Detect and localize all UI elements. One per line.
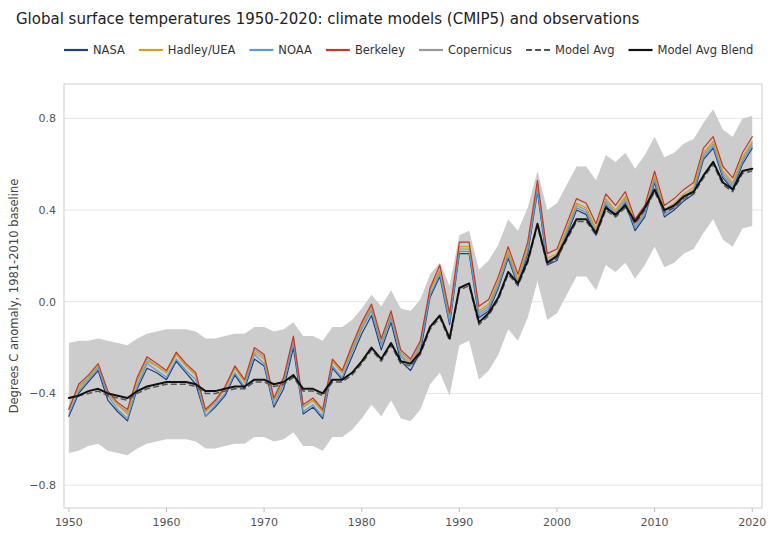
x-tick-label: 2020: [738, 516, 766, 529]
y-axis-label: Degrees C anomaly, 1981-2010 baseline: [7, 179, 21, 414]
x-ticks: 1950 1960 1970 1980 1990 2000 2010 2020: [55, 508, 766, 529]
legend-swatch: [419, 49, 443, 51]
legend-item: Copernicus: [419, 43, 512, 57]
x-tick: [556, 508, 557, 512]
legend-label: Model Avg: [555, 43, 614, 57]
y-tick-label: 0.8: [39, 112, 57, 125]
x-tick: [459, 508, 460, 512]
y-tick-label: 0.0: [39, 296, 57, 309]
x-tick: [654, 508, 655, 512]
legend-swatch: [526, 49, 550, 51]
page: {"chart_data": { "type": "line", "title"…: [0, 0, 780, 548]
x-tick-label: 2010: [641, 516, 669, 529]
x-tick-label: 1990: [445, 516, 473, 529]
y-tick-label: 0.4: [39, 204, 57, 217]
plot-data: [69, 109, 752, 455]
x-tick: [68, 508, 69, 512]
y-ticks: −0.8 −0.4 0.0 0.4 0.8: [29, 112, 56, 492]
legend-item: Model Avg: [526, 43, 614, 57]
plot-frame: [64, 84, 762, 508]
series-line: [69, 137, 752, 410]
legend-item: NASA: [64, 43, 125, 57]
model-range-band: [69, 109, 752, 455]
y-tick-label: −0.8: [29, 479, 56, 492]
legend-label: Model Avg Blend: [658, 43, 754, 57]
x-tick-label: 2000: [543, 516, 571, 529]
title: Global surface temperatures 1950-2020: c…: [16, 10, 639, 28]
legend-swatch: [629, 49, 653, 51]
y-tick-label: −0.4: [29, 387, 56, 400]
legend-item: Hadley/UEA: [139, 43, 236, 57]
legend-label: Copernicus: [448, 43, 512, 57]
legend-label: Hadley/UEA: [168, 43, 236, 57]
legend-label: Berkeley: [355, 43, 405, 57]
x-tick: [752, 508, 753, 512]
x-tick: [361, 508, 362, 512]
legend-swatch: [64, 49, 88, 51]
x-tick-label: 1970: [250, 516, 278, 529]
legend-label: NASA: [93, 43, 125, 57]
grid-line: [64, 301, 762, 302]
series-line: [69, 141, 752, 414]
x-tick-label: 1950: [55, 516, 83, 529]
grid-line: [64, 485, 762, 486]
legend-label: NOAA: [278, 43, 312, 57]
legend-item: Berkeley: [326, 43, 405, 57]
legend: NASA Hadley/UEA NOAA Berkeley Copernicus Mode…: [64, 43, 753, 57]
legend-swatch: [139, 49, 163, 51]
chart: Global surface temperatures 1950-2020: c…: [0, 0, 780, 548]
x-tick: [264, 508, 265, 512]
legend-swatch: [249, 49, 273, 51]
grid-line: [64, 118, 762, 119]
legend-item: NOAA: [249, 43, 312, 57]
x-tick: [166, 508, 167, 512]
legend-item: Model Avg Blend: [629, 43, 754, 57]
legend-swatch: [326, 49, 350, 51]
x-tick-label: 1960: [153, 516, 181, 529]
x-tick-label: 1980: [348, 516, 376, 529]
series-line: [69, 162, 752, 398]
